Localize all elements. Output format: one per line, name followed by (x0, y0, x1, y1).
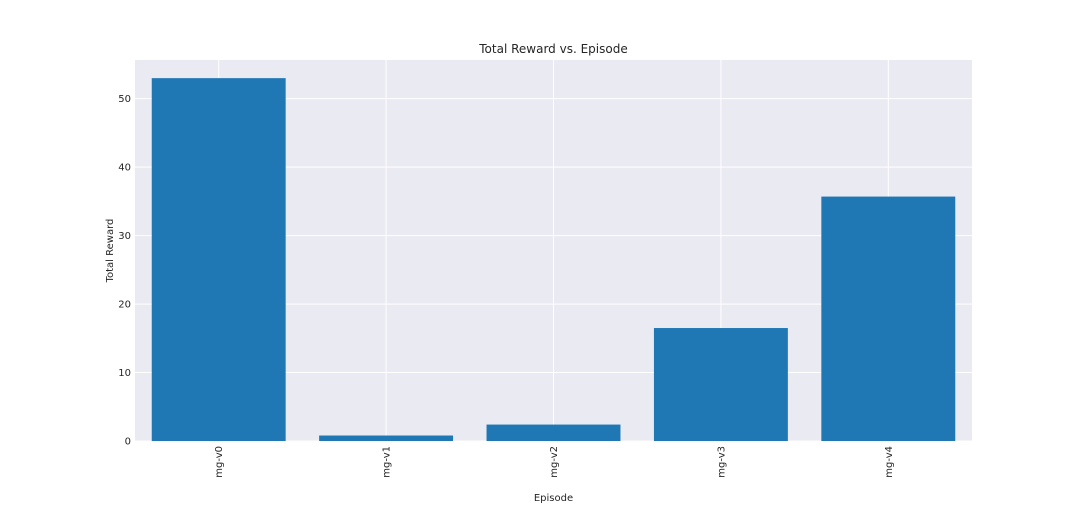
bar (653, 328, 788, 441)
bar-series (151, 78, 956, 442)
x-tick-label: mg-v4 (884, 446, 895, 478)
y-tick-label: 40 (118, 163, 131, 174)
bar (151, 78, 286, 442)
y-tick-label: 20 (118, 300, 131, 311)
y-tick-label: 30 (118, 231, 131, 242)
y-tick-label: 10 (118, 368, 131, 379)
x-axis-ticks: mg-v0 mg-v1 mg-v2 mg-v3 mg-v4 (214, 446, 895, 478)
bar (821, 196, 956, 441)
x-tick-label: mg-v0 (214, 446, 225, 478)
x-axis-label: Episode (534, 493, 573, 504)
y-axis-label: Total Reward (105, 219, 116, 284)
x-tick-label: mg-v2 (549, 446, 560, 478)
chart-title: Total Reward vs. Episode (478, 42, 627, 56)
y-tick-label: 50 (118, 94, 131, 105)
bar (319, 435, 454, 441)
x-tick-label: mg-v3 (716, 446, 727, 478)
x-tick-label: mg-v1 (382, 446, 393, 478)
y-axis-ticks: 0 10 20 30 40 50 (118, 94, 131, 447)
y-tick-label: 0 (125, 437, 131, 448)
bar (486, 424, 621, 441)
